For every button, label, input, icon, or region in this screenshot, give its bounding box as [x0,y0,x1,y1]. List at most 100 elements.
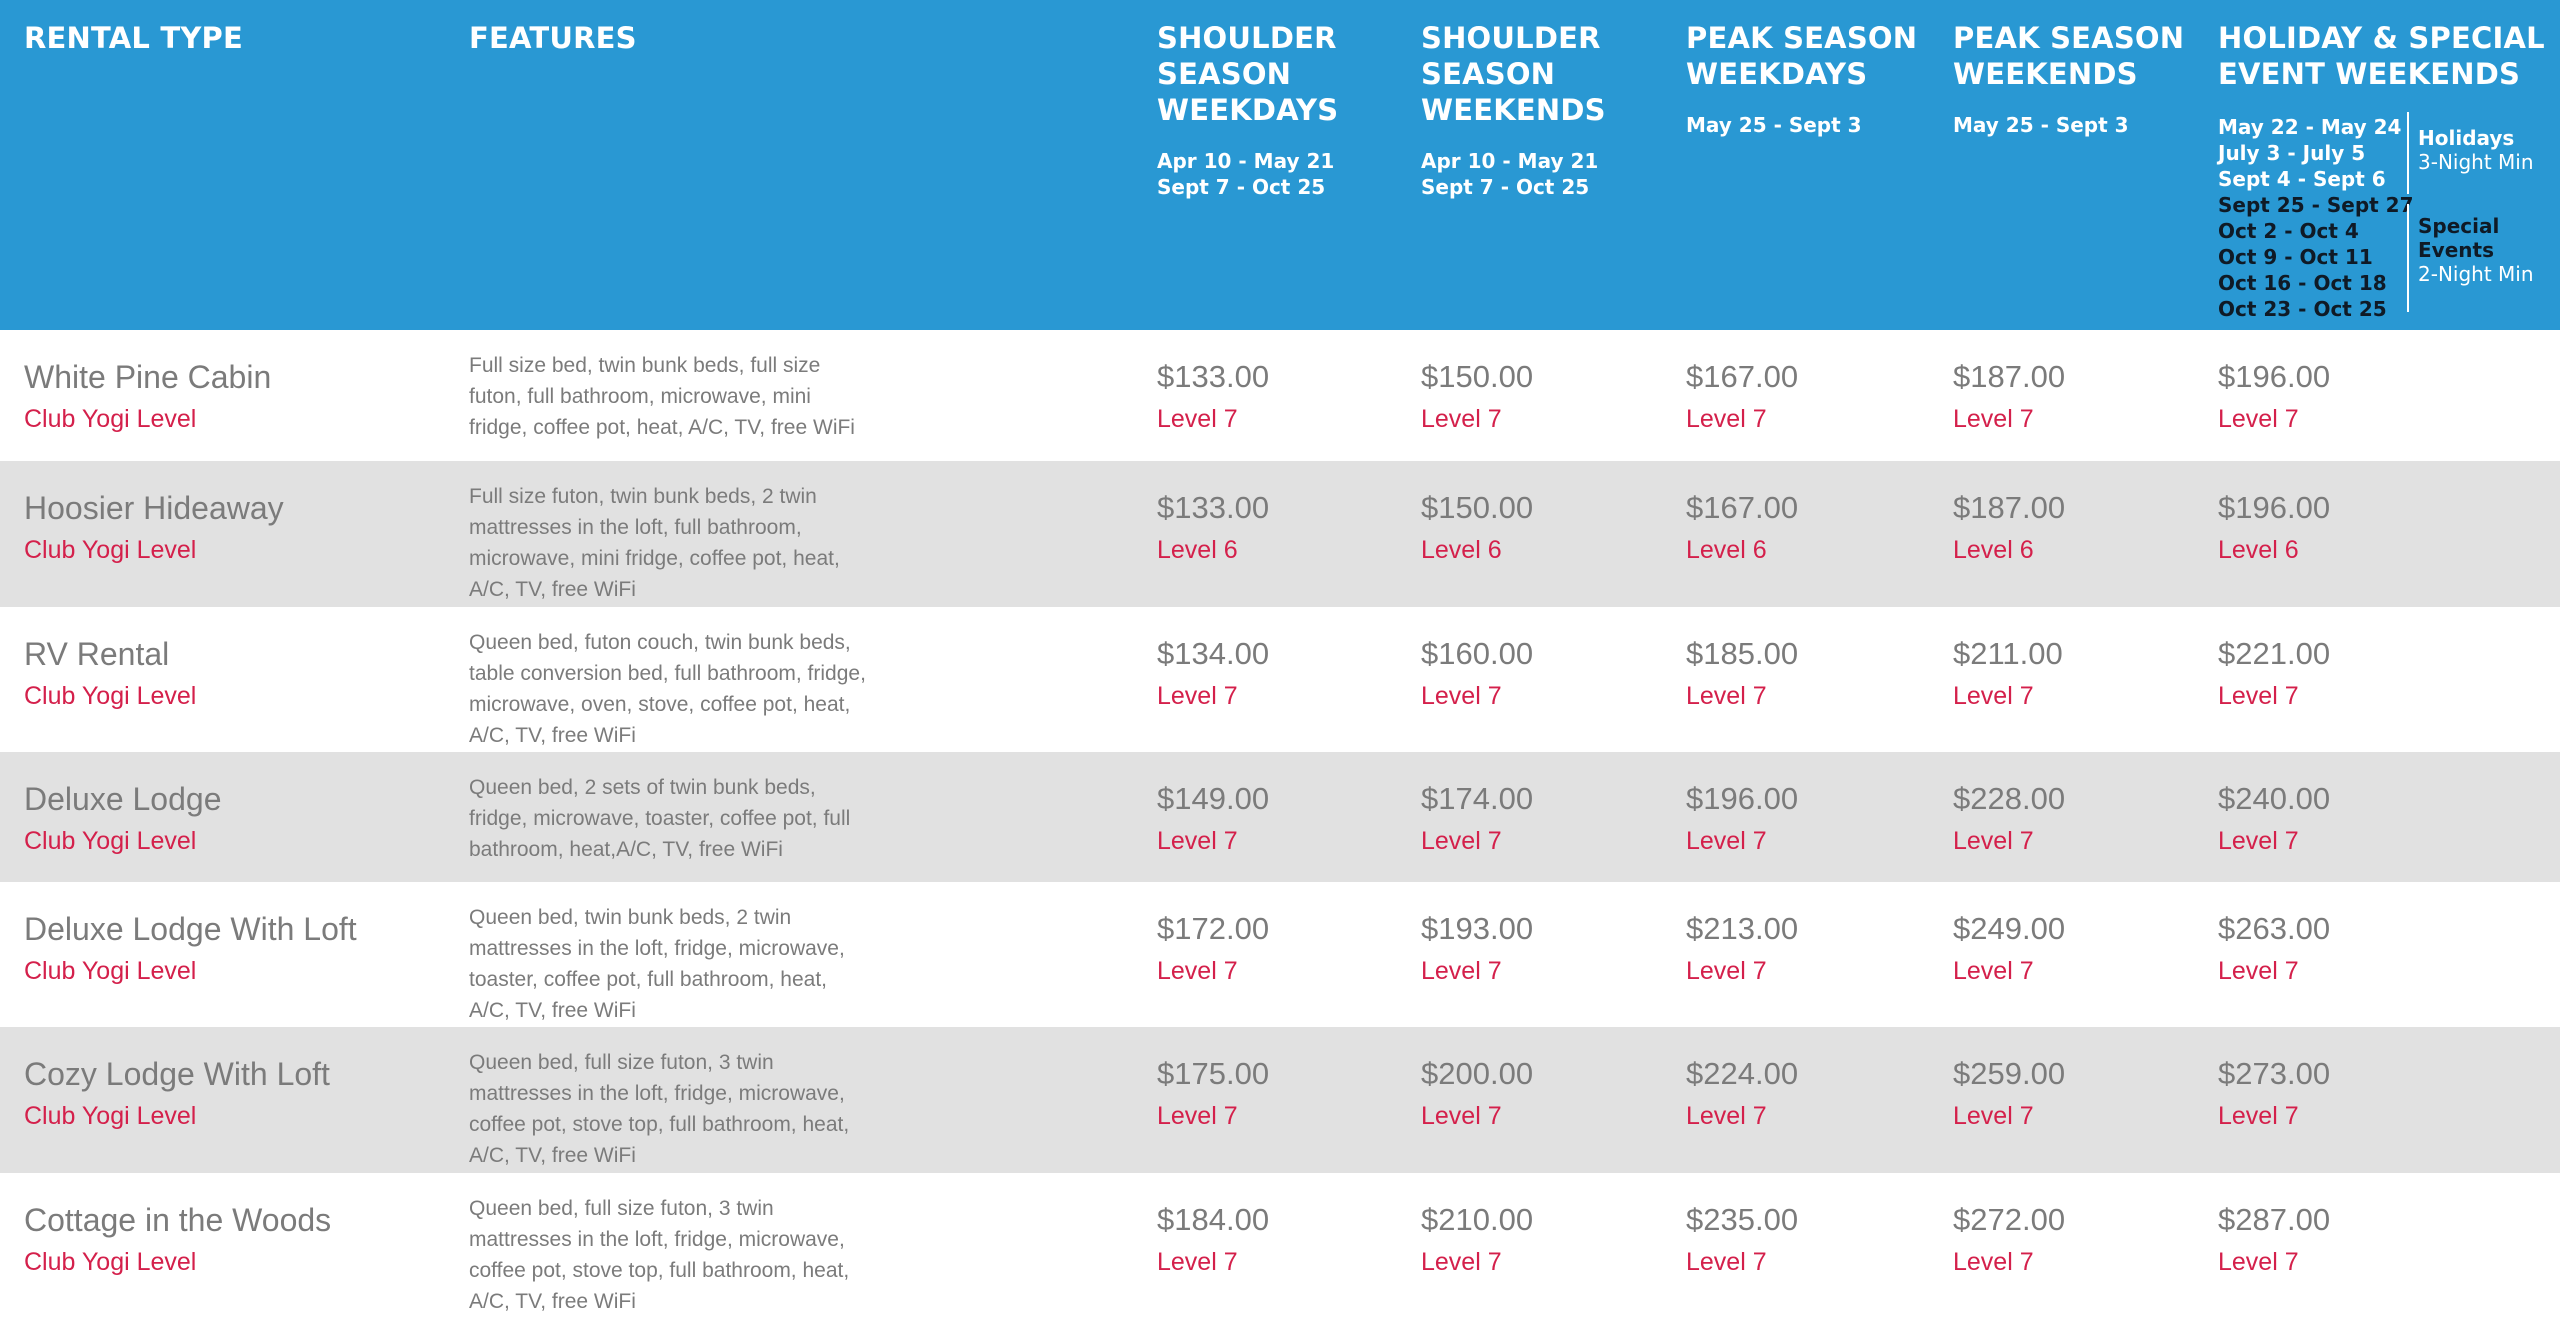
header-col-peak-weekdays: PEAK SEASON WEEKDAYS May 25 - Sept 3 [1686,20,1936,138]
price-level: Level 6 [1686,536,1767,564]
table-row: Deluxe Lodge Club Yogi Level Queen bed, 2 … [0,752,2560,882]
table-row: Cottage in the Woods Club Yogi Level Queen… [0,1173,2560,1319]
table-header: RENTAL TYPE FEATURES SHOULDER SEASON WEE… [0,0,2560,330]
price-value: $149.00 [1157,781,1270,816]
price-level: Level 7 [1421,1102,1502,1130]
divider [2407,112,2409,194]
divider [2407,204,2409,312]
price-level: Level 6 [2218,536,2299,564]
rental-club-level: Club Yogi Level [24,827,197,855]
price-value: $150.00 [1421,490,1534,525]
special-events-note: Special Events 2-Night Min [2418,214,2538,286]
special-event-date: Oct 23 - Oct 25 [2218,297,2387,321]
rental-club-level: Club Yogi Level [24,405,197,433]
rental-features: Queen bed, futon couch, twin bunk beds, … [469,631,866,747]
rental-club-level: Club Yogi Level [24,682,197,710]
special-event-date: Oct 2 - Oct 4 [2218,219,2359,243]
price-value: $235.00 [1686,1202,1799,1237]
rental-name: Cozy Lodge With Loft [24,1056,330,1092]
price-level: Level 6 [1157,536,1238,564]
holiday-date: July 3 - July 5 [2218,141,2366,165]
price-level: Level 7 [1953,827,2034,855]
price-value: $160.00 [1421,636,1534,671]
price-level: Level 7 [1157,827,1238,855]
price-level: Level 7 [1953,957,2034,985]
price-value: $196.00 [1686,781,1799,816]
table-row: RV Rental Club Yogi Level Queen bed, futon… [0,607,2560,752]
rental-name: Deluxe Lodge [24,781,222,817]
price-level: Level 7 [1953,1102,2034,1130]
price-level: Level 7 [1421,405,1502,433]
price-level: Level 7 [1686,405,1767,433]
holiday-special-dates: May 22 - May 24 July 3 - July 5 Sept 4 -… [2218,114,2414,322]
price-level: Level 7 [1686,1102,1767,1130]
rental-club-level: Club Yogi Level [24,536,197,564]
price-value: $184.00 [1157,1202,1270,1237]
price-value: $133.00 [1157,490,1270,525]
price-level: Level 7 [1953,1248,2034,1276]
table-row: Cozy Lodge With Loft Club Yogi Level Queen… [0,1027,2560,1173]
price-level: Level 7 [1686,682,1767,710]
price-value: $263.00 [2218,911,2331,946]
header-col-dates: Apr 10 - May 21 Sept 7 - Oct 25 [1157,148,1377,200]
price-value: $272.00 [1953,1202,2066,1237]
rental-features: Queen bed, full size futon, 3 twin mattr… [469,1051,850,1167]
price-value: $167.00 [1686,359,1799,394]
price-value: $221.00 [2218,636,2331,671]
special-event-date: Oct 9 - Oct 11 [2218,245,2373,269]
header-col-holiday-special: HOLIDAY & SPECIAL EVENT WEEKENDS [2218,20,2548,92]
price-value: $224.00 [1686,1056,1799,1091]
price-value: $211.00 [1953,636,2063,671]
holidays-min: 3-Night Min [2418,150,2534,174]
price-level: Level 7 [2218,827,2299,855]
table-row: Deluxe Lodge With Loft Club Yogi Level Que… [0,882,2560,1027]
price-value: $273.00 [2218,1056,2331,1091]
price-level: Level 7 [1686,957,1767,985]
price-value: $134.00 [1157,636,1270,671]
holidays-label: Holidays [2418,126,2515,150]
price-value: $210.00 [1421,1202,1534,1237]
table-row: Hoosier Hideaway Club Yogi Level Full size… [0,461,2560,607]
price-value: $228.00 [1953,781,2066,816]
header-col-title: PEAK SEASON WEEKDAYS [1686,21,1918,91]
price-value: $259.00 [1953,1056,2066,1091]
price-level: Level 6 [1421,536,1502,564]
holidays-note: Holidays 3-Night Min [2418,126,2534,174]
price-value: $200.00 [1421,1056,1534,1091]
price-value: $193.00 [1421,911,1534,946]
price-level: Level 7 [2218,1102,2299,1130]
price-level: Level 7 [1157,1248,1238,1276]
price-level: Level 7 [1421,827,1502,855]
rental-name: Hoosier Hideaway [24,490,284,526]
header-date: May 25 - Sept 3 [1686,113,1862,137]
special-event-date: Oct 16 - Oct 18 [2218,271,2387,295]
header-col-dates: May 25 - Sept 3 [1953,112,2203,138]
special-events-label: Special Events [2418,214,2500,262]
header-col-dates: May 25 - Sept 3 [1686,112,1936,138]
price-value: $185.00 [1686,636,1799,671]
header-col-dates: Apr 10 - May 21 Sept 7 - Oct 25 [1421,148,1641,200]
rental-club-level: Club Yogi Level [24,1248,197,1276]
header-features: FEATURES [469,21,637,55]
header-date: Sept 7 - Oct 25 [1157,175,1326,199]
rental-name: Deluxe Lodge With Loft [24,911,357,947]
header-date: May 25 - Sept 3 [1953,113,2129,137]
header-col-title: HOLIDAY & SPECIAL EVENT WEEKENDS [2218,21,2545,91]
header-col-title: SHOULDER SEASON WEEKDAYS [1157,21,1339,127]
rental-features: Full size futon, twin bunk beds, 2 twin … [469,485,840,601]
price-value: $174.00 [1421,781,1534,816]
price-level: Level 7 [1157,957,1238,985]
table-row: White Pine Cabin Club Yogi Level Full size… [0,330,2560,461]
rental-club-level: Club Yogi Level [24,957,197,985]
price-level: Level 6 [1953,536,2034,564]
price-value: $213.00 [1686,911,1799,946]
price-level: Level 7 [1421,682,1502,710]
price-level: Level 7 [1421,1248,1502,1276]
price-value: $187.00 [1953,490,2066,525]
price-level: Level 7 [2218,405,2299,433]
price-level: Level 7 [1157,1102,1238,1130]
rental-club-level: Club Yogi Level [24,1102,197,1130]
header-col-shoulder-weekdays: SHOULDER SEASON WEEKDAYS Apr 10 - May 21… [1157,20,1377,200]
rental-name: White Pine Cabin [24,359,272,395]
